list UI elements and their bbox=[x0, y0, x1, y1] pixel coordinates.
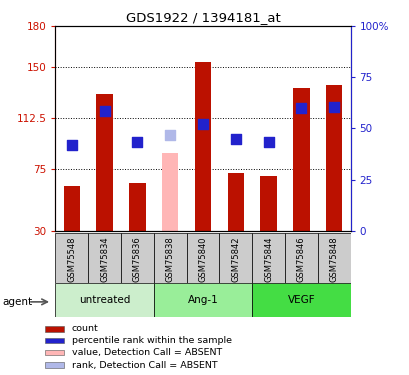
Point bbox=[101, 108, 108, 114]
Text: percentile rank within the sample: percentile rank within the sample bbox=[72, 336, 231, 345]
Bar bbox=[63, 186, 80, 231]
Bar bbox=[227, 173, 243, 231]
Bar bbox=[252, 283, 350, 317]
Text: Ang-1: Ang-1 bbox=[187, 295, 218, 305]
Bar bbox=[55, 232, 88, 283]
Text: count: count bbox=[72, 324, 98, 333]
Bar bbox=[186, 232, 219, 283]
Text: GSM75548: GSM75548 bbox=[67, 237, 76, 282]
Text: GSM75844: GSM75844 bbox=[263, 237, 272, 282]
Text: VEGF: VEGF bbox=[287, 295, 315, 305]
Bar bbox=[162, 153, 178, 231]
Text: GSM75836: GSM75836 bbox=[133, 237, 142, 282]
Point bbox=[265, 139, 271, 145]
Title: GDS1922 / 1394181_at: GDS1922 / 1394181_at bbox=[125, 11, 280, 24]
Bar bbox=[129, 183, 145, 231]
Bar bbox=[325, 85, 342, 231]
Bar bbox=[121, 232, 153, 283]
Bar bbox=[45, 326, 64, 332]
Point bbox=[330, 104, 337, 110]
Point bbox=[68, 142, 75, 148]
Bar bbox=[284, 232, 317, 283]
Point bbox=[297, 105, 304, 111]
Bar bbox=[194, 62, 211, 231]
Bar bbox=[45, 350, 64, 355]
Bar bbox=[88, 232, 121, 283]
Bar bbox=[55, 283, 153, 317]
Bar bbox=[45, 338, 64, 344]
Bar bbox=[260, 176, 276, 231]
Point bbox=[232, 136, 238, 142]
Text: GSM75840: GSM75840 bbox=[198, 237, 207, 282]
Bar bbox=[153, 232, 186, 283]
Text: untreated: untreated bbox=[79, 295, 130, 305]
Text: GSM75842: GSM75842 bbox=[231, 237, 240, 282]
Text: agent: agent bbox=[2, 297, 32, 307]
Point bbox=[199, 122, 206, 128]
Bar bbox=[252, 232, 284, 283]
Bar bbox=[96, 94, 112, 231]
Point bbox=[166, 132, 173, 138]
Text: GSM75838: GSM75838 bbox=[165, 237, 174, 282]
Text: GSM75834: GSM75834 bbox=[100, 237, 109, 282]
Bar bbox=[292, 88, 309, 231]
Bar bbox=[317, 232, 350, 283]
Bar bbox=[219, 232, 252, 283]
Text: value, Detection Call = ABSENT: value, Detection Call = ABSENT bbox=[72, 348, 221, 357]
Text: rank, Detection Call = ABSENT: rank, Detection Call = ABSENT bbox=[72, 361, 217, 370]
Text: GSM75848: GSM75848 bbox=[329, 237, 338, 282]
Bar bbox=[153, 283, 252, 317]
Point bbox=[134, 139, 140, 145]
Bar bbox=[45, 363, 64, 368]
Text: GSM75846: GSM75846 bbox=[296, 237, 305, 282]
